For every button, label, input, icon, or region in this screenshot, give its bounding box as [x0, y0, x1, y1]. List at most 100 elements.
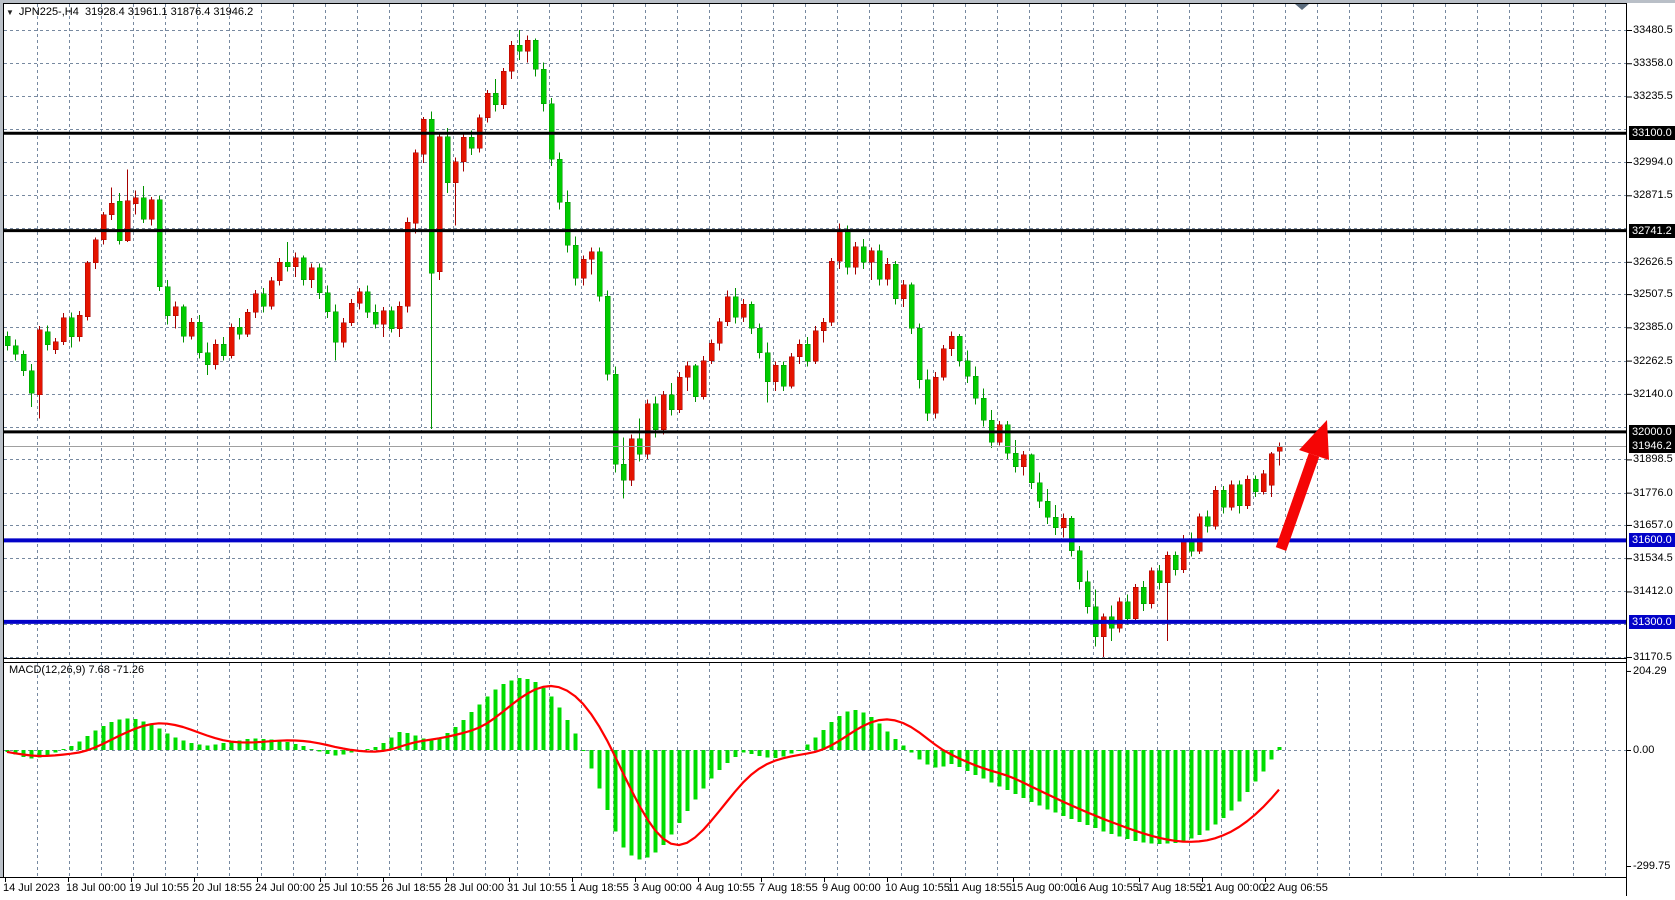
price-tick-label: 31898.5	[1633, 453, 1673, 466]
candle-body	[1124, 601, 1131, 619]
macd-bar	[141, 721, 146, 750]
macd-bar	[77, 741, 82, 750]
macd-bar	[181, 740, 186, 750]
macd-bar	[573, 733, 578, 750]
macd-bar	[877, 723, 882, 750]
time-tick-label: 7 Aug 18:55	[759, 882, 818, 894]
symbol-dropdown-icon[interactable]: ▼	[6, 8, 14, 17]
macd-bar	[397, 732, 402, 750]
candle-body	[212, 344, 219, 365]
macd-bar	[669, 750, 674, 835]
time-axis-scale[interactable]: 14 Jul 2023 18 Jul 00:00 19 Jul 10:55 20 Ju…	[0, 878, 1627, 900]
macd-bar	[605, 750, 610, 810]
candle-body	[868, 250, 875, 263]
candle-body	[1260, 473, 1267, 492]
macd-bar	[1261, 750, 1266, 772]
candle-body	[876, 250, 883, 280]
macd-bar	[989, 750, 994, 783]
window-border-top	[0, 0, 1675, 3]
chart-shift-marker-icon[interactable]	[1295, 4, 1309, 10]
macd-bar	[53, 750, 58, 753]
macd-bar	[1221, 750, 1226, 819]
time-tick-label: 10 Aug 10:55	[885, 882, 950, 894]
candle-body	[740, 304, 747, 318]
candle-body	[916, 327, 923, 380]
candle-body	[60, 317, 67, 342]
candle-body	[540, 68, 547, 105]
candle-body	[228, 326, 235, 357]
candle-body	[1172, 554, 1179, 570]
price-tick-label: 32385.0	[1633, 321, 1673, 334]
candle-body	[820, 321, 827, 332]
macd-bar	[901, 745, 906, 750]
macd-bar	[197, 744, 202, 750]
candle-body	[420, 118, 427, 155]
macd-bar	[1165, 750, 1170, 844]
macd-bar	[1269, 750, 1274, 760]
candle-body	[340, 322, 347, 343]
candle-body	[828, 261, 835, 323]
candle-body	[316, 267, 323, 294]
candle-body	[1268, 453, 1275, 486]
macd-bar	[125, 718, 130, 750]
price-tick-label: 33358.0	[1633, 57, 1673, 70]
macd-bar	[1141, 750, 1146, 843]
macd-bar	[109, 722, 114, 750]
macd-bar	[373, 746, 378, 750]
price-tick-label: 33480.5	[1633, 24, 1673, 36]
macd-bar	[1253, 750, 1258, 782]
candle-body	[748, 304, 755, 329]
macd-bar	[1117, 750, 1122, 837]
candle-body	[1068, 517, 1075, 551]
price-tick-label: 32994.0	[1633, 156, 1673, 169]
macd-bar	[1277, 747, 1282, 750]
macd-bar	[293, 743, 298, 750]
candle-body	[1164, 554, 1171, 584]
candle-body	[372, 312, 379, 325]
candle-body	[812, 330, 819, 362]
macd-bar	[157, 728, 162, 750]
macd-bar	[429, 740, 434, 750]
macd-bar	[773, 750, 778, 759]
macd-bar	[1109, 750, 1114, 834]
time-tick-label: 22 Aug 06:55	[1263, 882, 1328, 894]
trend-arrow-head-icon[interactable]	[1299, 420, 1329, 460]
candle-body	[148, 199, 155, 220]
time-tick-label: 24 Jul 00:00	[255, 882, 315, 894]
time-tick-label: 16 Aug 10:55	[1074, 882, 1139, 894]
time-tick-label: 25 Jul 10:55	[318, 882, 378, 894]
macd-bar	[981, 750, 986, 779]
price-axis-scale[interactable]: 33480.5 33358.0 33235.5 32994.0 32871.5 32626…	[1628, 3, 1675, 877]
price-tick-label: 32871.5	[1633, 189, 1673, 202]
ohlc-readout: 31928.4 31961.1 31876.4 31946.2	[84, 6, 254, 18]
candle-body	[196, 321, 203, 353]
candle-body	[36, 329, 43, 396]
candle-body	[892, 263, 899, 300]
candle-body	[644, 403, 651, 455]
macd-bar	[45, 750, 50, 756]
candle-body	[204, 352, 211, 365]
time-tick-label: 18 Jul 00:00	[66, 882, 126, 894]
candle-body	[220, 344, 227, 357]
macd-bar	[1205, 750, 1210, 831]
macd-bar	[909, 750, 914, 753]
candle-body	[940, 348, 947, 378]
macd-bar	[885, 731, 890, 750]
candle-body	[52, 341, 59, 351]
macd-bar	[1173, 750, 1178, 843]
macd-bar	[381, 743, 386, 750]
trend-arrow-shaft[interactable]	[1275, 453, 1320, 551]
macd-bar	[317, 750, 322, 752]
candle-body	[948, 336, 955, 350]
candle-body	[132, 197, 139, 205]
candle-body	[708, 343, 715, 361]
macd-bar	[725, 750, 730, 764]
macd-bar	[1005, 750, 1010, 791]
price-tick-label: 31657.0	[1633, 518, 1673, 531]
macd-bar	[93, 730, 98, 750]
macd-bar	[149, 724, 154, 750]
candle-body	[908, 284, 915, 329]
macd-bar	[453, 726, 458, 750]
